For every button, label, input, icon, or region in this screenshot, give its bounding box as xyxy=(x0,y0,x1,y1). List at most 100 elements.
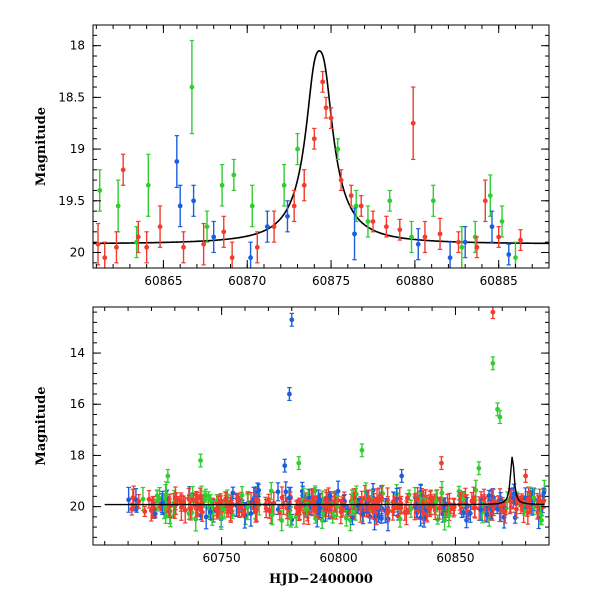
data-point-marker xyxy=(271,224,277,230)
data-point-marker xyxy=(343,515,349,521)
data-point-marker xyxy=(288,514,294,520)
data-point-marker xyxy=(203,514,209,520)
data-point-marker xyxy=(97,188,103,193)
data-point xyxy=(447,241,453,268)
data-point xyxy=(410,86,416,161)
data-point-marker xyxy=(415,241,421,247)
data-point-marker xyxy=(181,244,186,250)
data-point xyxy=(254,231,260,264)
data-point xyxy=(182,497,188,524)
data-point xyxy=(534,492,540,520)
data-point-marker xyxy=(248,255,253,261)
data-point-marker xyxy=(115,203,121,209)
data-point-marker xyxy=(150,504,156,510)
x-tick-label: 60750 xyxy=(203,551,241,565)
x-tick-label: 60875 xyxy=(312,274,350,288)
data-point-marker xyxy=(135,234,141,240)
data-point-marker xyxy=(437,505,442,511)
x-tick-label: 60850 xyxy=(436,551,474,565)
data-point xyxy=(229,241,235,268)
data-point xyxy=(518,229,523,252)
y-tick-label: 19.5 xyxy=(58,194,85,208)
data-point-marker xyxy=(157,224,163,230)
data-point-marker xyxy=(489,224,495,230)
data-point xyxy=(513,241,518,268)
data-point-marker xyxy=(387,198,393,204)
data-point-marker xyxy=(201,241,207,247)
data-point-marker xyxy=(307,495,312,501)
data-point-marker xyxy=(338,509,344,515)
data-point xyxy=(478,498,484,521)
data-point xyxy=(415,228,421,261)
data-point-marker xyxy=(197,495,203,501)
data-point-marker xyxy=(531,495,537,501)
data-point xyxy=(496,226,502,248)
data-point-marker xyxy=(446,513,452,519)
data-point xyxy=(451,498,457,516)
data-point-marker xyxy=(253,507,259,513)
data-point xyxy=(301,169,307,202)
data-point-marker xyxy=(102,255,108,261)
outlier-point xyxy=(289,312,295,327)
model-curve xyxy=(93,50,549,245)
data-point-marker xyxy=(249,203,255,209)
y-tick-label: 16 xyxy=(70,397,85,411)
outlier-point xyxy=(296,456,302,471)
data-point-marker xyxy=(193,516,199,522)
data-point-marker xyxy=(506,252,512,257)
data-point xyxy=(539,515,544,526)
data-point xyxy=(297,497,302,521)
plot-frame xyxy=(92,306,550,546)
data-point xyxy=(285,200,290,233)
data-point xyxy=(115,179,121,233)
data-point xyxy=(163,481,169,508)
data-point-marker xyxy=(163,492,169,497)
data-point xyxy=(415,487,421,512)
data-point-marker xyxy=(511,491,517,497)
data-point-marker xyxy=(496,234,502,240)
data-point-marker xyxy=(360,511,366,517)
outlier-point xyxy=(282,458,288,473)
data-point-marker xyxy=(266,497,272,503)
data-point xyxy=(430,184,436,217)
data-point-marker xyxy=(348,193,354,199)
data-point-marker xyxy=(130,495,136,501)
data-point xyxy=(348,184,354,207)
data-point xyxy=(387,189,393,212)
bottom-panel: 60750 60800 60850 14 16 18 20 Magnitude HJD−2400… xyxy=(34,306,550,587)
data-point-marker xyxy=(439,460,444,466)
data-point-marker xyxy=(221,229,227,235)
data-point-marker xyxy=(177,203,183,209)
data-point xyxy=(295,132,300,166)
data-point xyxy=(191,184,196,217)
x-tick-label: 60885 xyxy=(480,274,518,288)
data-point-marker xyxy=(490,309,496,315)
data-point-marker xyxy=(376,513,382,519)
data-point-marker xyxy=(494,506,500,512)
data-point xyxy=(370,210,376,233)
outlier-point xyxy=(359,443,365,458)
data-point xyxy=(506,243,512,266)
data-point xyxy=(177,184,183,228)
data-point-marker xyxy=(223,497,228,503)
data-point xyxy=(157,205,163,248)
data-point xyxy=(511,483,517,504)
data-point xyxy=(335,138,341,161)
data-point xyxy=(275,482,281,502)
data-point-marker xyxy=(287,391,292,397)
data-point xyxy=(349,489,355,516)
data-point-marker xyxy=(335,488,341,494)
data-point-marker xyxy=(523,473,529,479)
data-point xyxy=(154,490,160,512)
outlier-point xyxy=(399,468,405,483)
data-point xyxy=(239,486,245,505)
data-point xyxy=(264,210,270,243)
outlier-point xyxy=(476,461,482,476)
data-point xyxy=(201,222,207,266)
data-point-marker xyxy=(198,458,203,463)
data-point-marker xyxy=(365,219,371,224)
data-point-marker xyxy=(289,317,295,323)
data-point xyxy=(365,489,371,511)
data-point-marker xyxy=(490,499,496,504)
